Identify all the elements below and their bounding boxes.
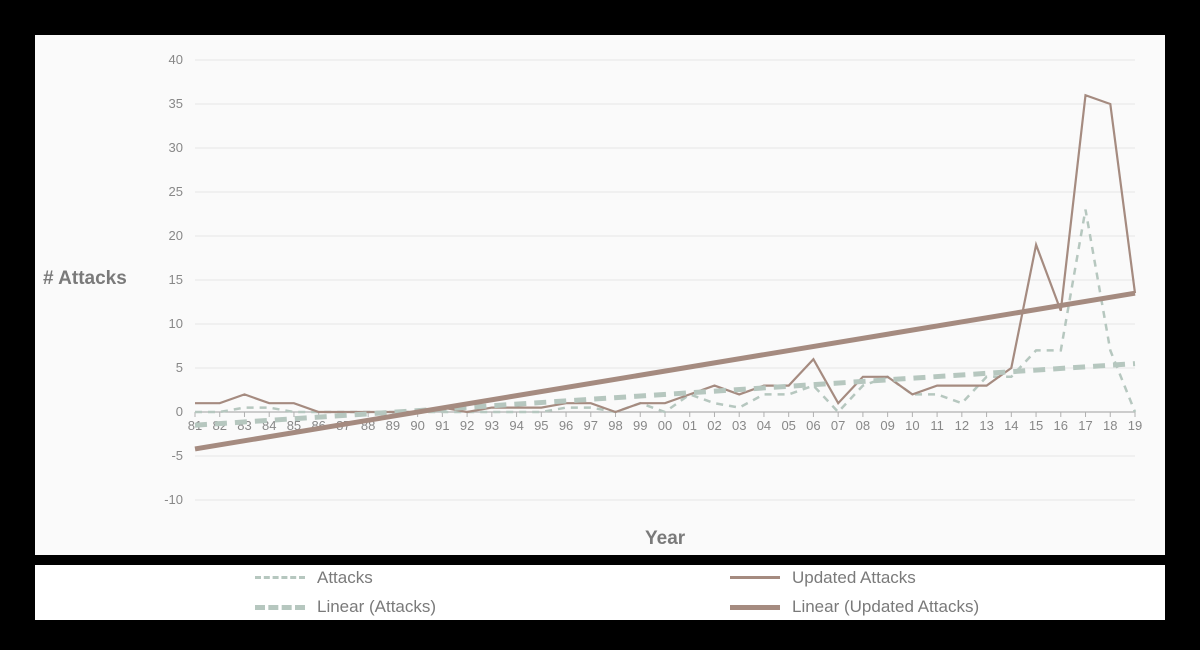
svg-text:04: 04 — [757, 418, 771, 433]
svg-text:30: 30 — [169, 140, 183, 155]
legend-swatch-linear-attacks — [255, 605, 305, 610]
svg-text:20: 20 — [169, 228, 183, 243]
x-axis-title: Year — [645, 528, 685, 550]
svg-text:94: 94 — [509, 418, 523, 433]
svg-text:99: 99 — [633, 418, 647, 433]
chart-panel: -10-505101520253035408182838485868788899… — [35, 35, 1165, 555]
svg-text:03: 03 — [732, 418, 746, 433]
svg-text:17: 17 — [1078, 418, 1092, 433]
svg-text:0: 0 — [176, 404, 183, 419]
svg-text:10: 10 — [169, 316, 183, 331]
legend-item-linear-updated: Linear (Updated Attacks) — [730, 597, 1165, 617]
svg-text:93: 93 — [485, 418, 499, 433]
legend-item-attacks: Attacks — [255, 568, 690, 588]
svg-text:06: 06 — [806, 418, 820, 433]
svg-text:07: 07 — [831, 418, 845, 433]
svg-text:91: 91 — [435, 418, 449, 433]
svg-text:10: 10 — [905, 418, 919, 433]
svg-text:95: 95 — [534, 418, 548, 433]
svg-text:00: 00 — [658, 418, 672, 433]
svg-text:16: 16 — [1054, 418, 1068, 433]
legend-swatch-updated-attacks — [730, 576, 780, 579]
chart-outer-frame: -10-505101520253035408182838485868788899… — [20, 20, 1180, 630]
svg-text:13: 13 — [979, 418, 993, 433]
svg-text:15: 15 — [1029, 418, 1043, 433]
legend-label: Attacks — [317, 568, 373, 588]
svg-text:14: 14 — [1004, 418, 1018, 433]
svg-text:09: 09 — [880, 418, 894, 433]
svg-text:19: 19 — [1128, 418, 1142, 433]
svg-text:15: 15 — [169, 272, 183, 287]
svg-text:96: 96 — [559, 418, 573, 433]
svg-text:08: 08 — [856, 418, 870, 433]
svg-text:-5: -5 — [171, 448, 183, 463]
svg-text:18: 18 — [1103, 418, 1117, 433]
chart-legend: Attacks Updated Attacks Linear (Attacks)… — [35, 565, 1165, 620]
svg-text:25: 25 — [169, 184, 183, 199]
svg-text:92: 92 — [460, 418, 474, 433]
svg-text:01: 01 — [683, 418, 697, 433]
line-chart-svg: -10-505101520253035408182838485868788899… — [35, 35, 1165, 555]
legend-label: Linear (Attacks) — [317, 597, 436, 617]
legend-item-linear-attacks: Linear (Attacks) — [255, 597, 690, 617]
svg-text:12: 12 — [955, 418, 969, 433]
legend-swatch-linear-updated — [730, 605, 780, 610]
legend-swatch-attacks — [255, 576, 305, 579]
svg-text:89: 89 — [386, 418, 400, 433]
legend-label: Linear (Updated Attacks) — [792, 597, 979, 617]
y-axis-title: # Attacks — [43, 268, 127, 290]
svg-text:35: 35 — [169, 96, 183, 111]
svg-text:98: 98 — [608, 418, 622, 433]
svg-text:90: 90 — [410, 418, 424, 433]
svg-text:97: 97 — [584, 418, 598, 433]
svg-text:40: 40 — [169, 52, 183, 67]
legend-item-updated-attacks: Updated Attacks — [730, 568, 1165, 588]
svg-text:05: 05 — [781, 418, 795, 433]
legend-label: Updated Attacks — [792, 568, 916, 588]
svg-text:-10: -10 — [164, 492, 183, 507]
svg-text:11: 11 — [930, 418, 944, 433]
svg-text:5: 5 — [176, 360, 183, 375]
svg-text:02: 02 — [707, 418, 721, 433]
